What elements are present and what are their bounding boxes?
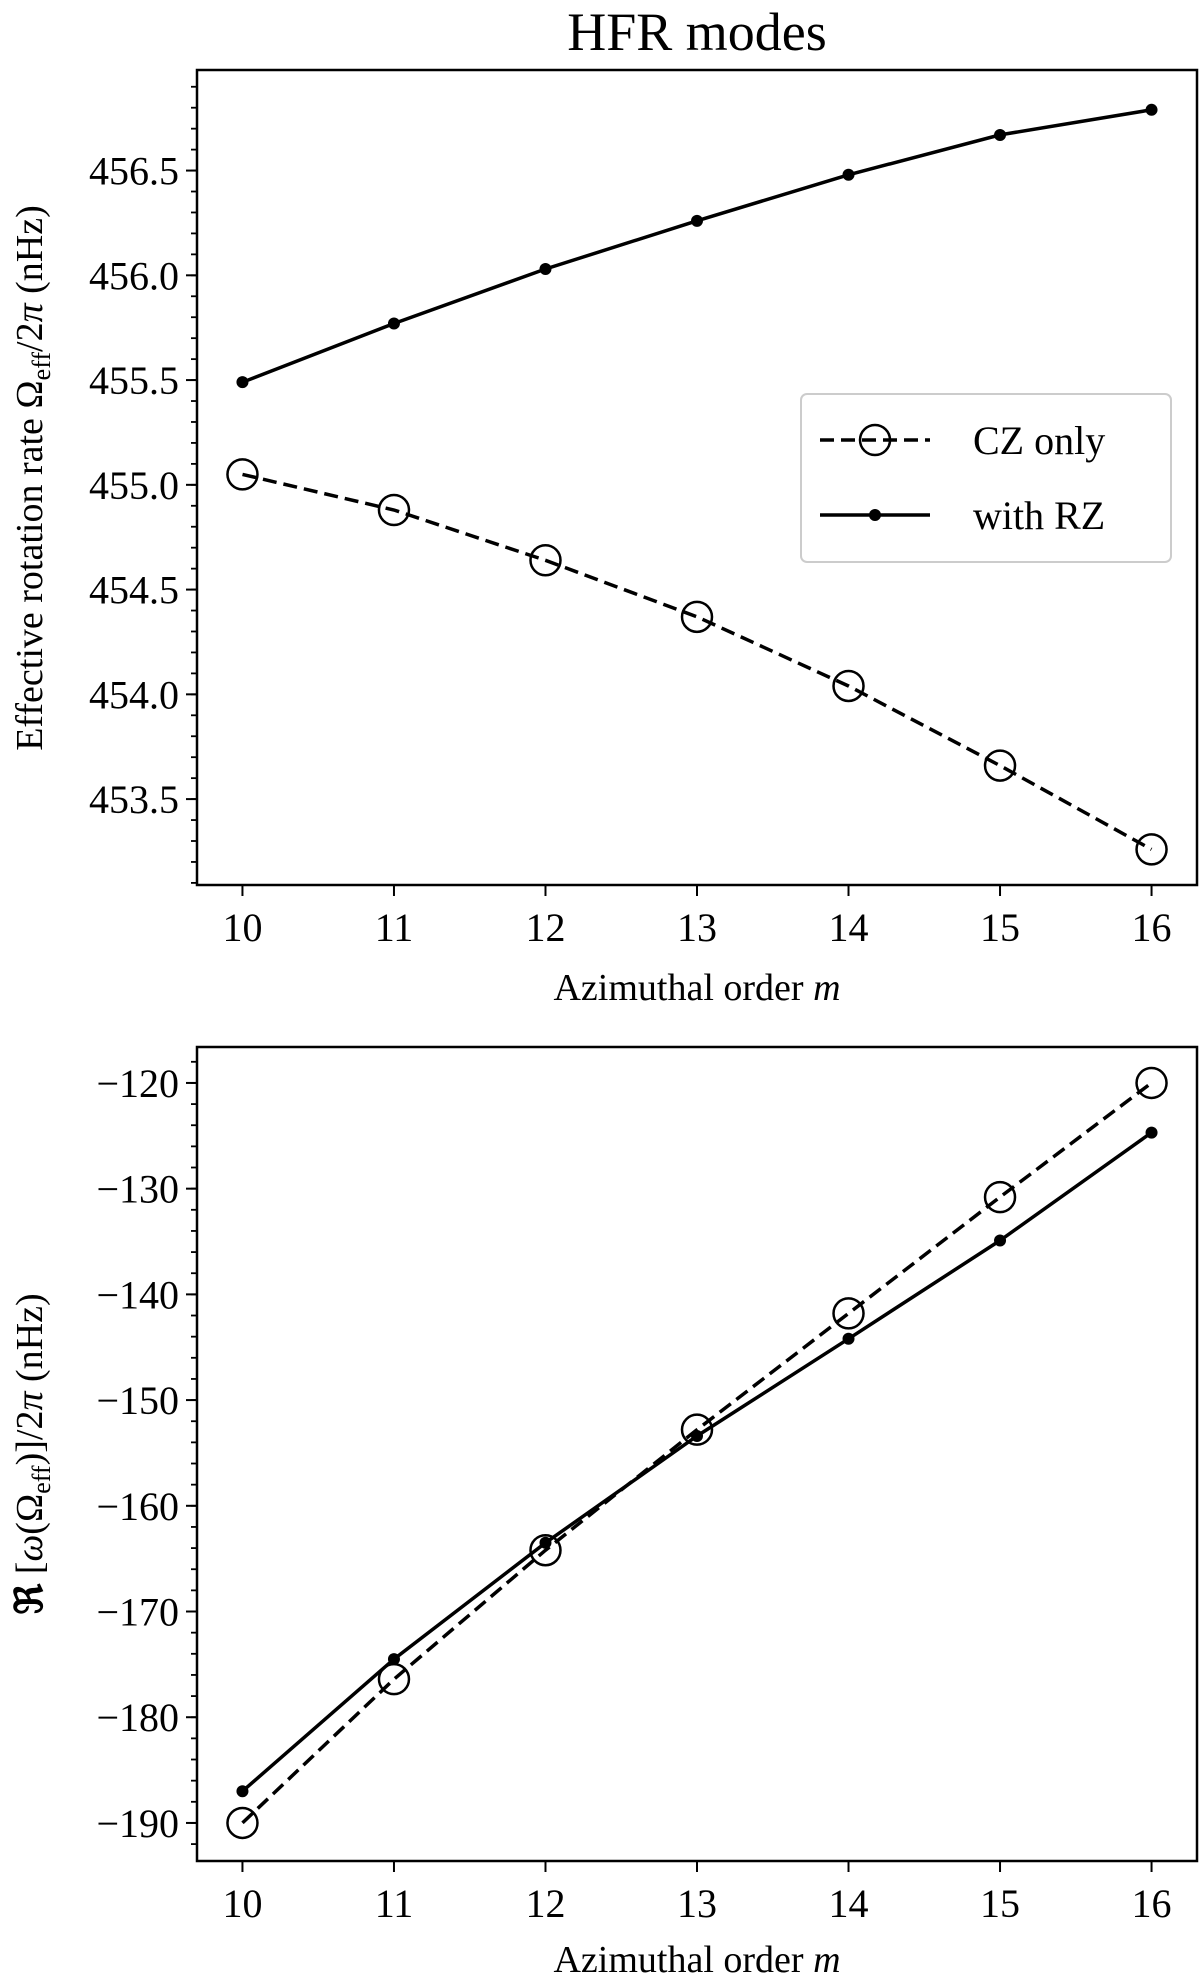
- open-circle-marker: [983, 749, 1017, 782]
- x-tick-label: 11: [375, 905, 414, 950]
- legend-label: with RZ: [973, 493, 1105, 538]
- y-label-sub: eff: [27, 1465, 56, 1494]
- top-y-axis-label: Effective rotation rate Ωeff/2π (nHz): [9, 205, 56, 751]
- chart-title: HFR modes: [567, 2, 827, 62]
- x-label-var: m: [813, 967, 840, 1009]
- dot-marker: [236, 376, 249, 389]
- open-circle-marker: [226, 458, 259, 491]
- legend-dot-marker: [869, 509, 881, 521]
- bottom-x-axis-label: Azimuthal order m: [553, 1939, 840, 1978]
- x-tick-label: 14: [829, 905, 869, 950]
- open-circle-marker: [226, 1806, 259, 1840]
- y-label-rest: )]/2: [9, 1411, 51, 1466]
- dot-marker: [994, 1234, 1007, 1247]
- dot-marker: [387, 1653, 400, 1666]
- legend-entry-cz-only: CZ only: [820, 418, 1105, 463]
- y-label-omega: ω: [9, 1535, 51, 1562]
- dot-marker: [539, 263, 552, 276]
- x-tick-label: 13: [677, 1881, 717, 1926]
- dot-marker: [1145, 1126, 1158, 1139]
- series-cz-only: [226, 458, 1168, 866]
- open-circle-marker: [680, 600, 714, 634]
- y-label-unit: (nHz): [9, 1293, 51, 1391]
- legend-entry-with-rz: with RZ: [820, 493, 1105, 538]
- y-label-text: Effective rotation rate Ω: [9, 380, 51, 750]
- open-circle-marker: [983, 1180, 1017, 1214]
- y-tick-label: −130: [96, 1167, 179, 1212]
- x-tick-label: 11: [375, 1881, 414, 1926]
- y-label-mid: (Ω: [9, 1494, 51, 1535]
- y-tick-label: 456.5: [89, 149, 179, 194]
- open-circle-marker: [529, 544, 562, 577]
- x-tick-label: 12: [525, 905, 565, 950]
- legend-open-circle-marker: [858, 423, 892, 457]
- y-tick-label: −150: [96, 1378, 179, 1423]
- dot-marker: [387, 317, 400, 330]
- y-tick-label: 453.5: [89, 777, 179, 822]
- series-with-rz: [236, 103, 1158, 389]
- open-circle-marker: [529, 1533, 562, 1567]
- y-tick-label: 455.0: [89, 463, 179, 508]
- y-label-re: ℜ: [9, 1583, 51, 1615]
- open-circle-marker: [832, 1297, 865, 1330]
- dot-marker: [1145, 103, 1158, 116]
- x-label-text: Azimuthal order: [553, 1939, 813, 1978]
- open-circle-marker: [377, 493, 411, 527]
- x-tick-label: 16: [1132, 905, 1172, 950]
- x-tick-label: 12: [525, 1881, 565, 1926]
- dot-marker: [994, 128, 1007, 141]
- y-tick-label: −170: [96, 1590, 179, 1635]
- legend-box: [800, 393, 1172, 563]
- x-tick-label: 13: [677, 905, 717, 950]
- y-label-sub: eff: [27, 352, 56, 381]
- y-tick-label: 454.5: [89, 568, 179, 613]
- y-tick-label: 455.5: [89, 358, 179, 403]
- dot-marker: [691, 214, 703, 227]
- x-label-var: m: [813, 1939, 840, 1978]
- y-label-pi: π: [9, 1391, 51, 1411]
- series-with-rz: [236, 1126, 1158, 1798]
- bottom-panel: Azimuthal order m ℜ [ω(Ωeff)]/2π (nHz) −…: [9, 1045, 1199, 1978]
- open-circle-marker: [1135, 1066, 1168, 1100]
- y-tick-label: 454.0: [89, 672, 179, 717]
- open-circle-marker: [1135, 833, 1168, 866]
- series-cz-only: [226, 1066, 1168, 1840]
- open-circle-marker: [832, 669, 865, 703]
- axes-frame: [195, 1045, 1199, 1863]
- x-tick-label: 10: [222, 905, 262, 950]
- x-tick-label: 14: [829, 1881, 869, 1926]
- x-tick-label: 15: [980, 905, 1020, 950]
- dot-marker: [236, 1785, 249, 1798]
- series-line: [241, 108, 1152, 384]
- series-line: [241, 1131, 1153, 1793]
- y-tick-label: −180: [96, 1695, 179, 1740]
- y-label-text: [: [9, 1562, 51, 1584]
- y-tick-label: 456.0: [89, 253, 179, 298]
- y-tick-label: −140: [96, 1272, 179, 1317]
- y-tick-label: −160: [96, 1484, 179, 1529]
- axes-frame: [195, 68, 1199, 887]
- legend-label: CZ only: [973, 418, 1105, 463]
- x-tick-label: 15: [980, 1881, 1020, 1926]
- dot-marker: [842, 168, 855, 181]
- y-tick-label: −120: [96, 1061, 179, 1106]
- open-circle-marker: [680, 1413, 714, 1446]
- series-line: [241, 1081, 1153, 1825]
- y-label-unit: (nHz): [9, 205, 51, 303]
- y-label-pi: π: [9, 302, 51, 322]
- x-tick-label: 10: [222, 1881, 262, 1926]
- bottom-y-axis-label: ℜ [ω(Ωeff)]/2π (nHz): [9, 1293, 56, 1614]
- dot-marker: [539, 1536, 552, 1549]
- dot-marker: [842, 1332, 855, 1345]
- y-label-rest: /2: [9, 322, 51, 352]
- series-line: [242, 472, 1153, 851]
- top-panel: Azimuthal order m Effective rotation rat…: [9, 68, 1199, 1009]
- y-tick-label: −190: [96, 1801, 179, 1846]
- x-label-text: Azimuthal order: [553, 967, 813, 1009]
- top-x-axis-label: Azimuthal order m: [553, 967, 840, 1009]
- x-tick-label: 16: [1132, 1881, 1172, 1926]
- legend: CZ only with RZ: [800, 393, 1172, 563]
- dot-marker: [691, 1430, 703, 1443]
